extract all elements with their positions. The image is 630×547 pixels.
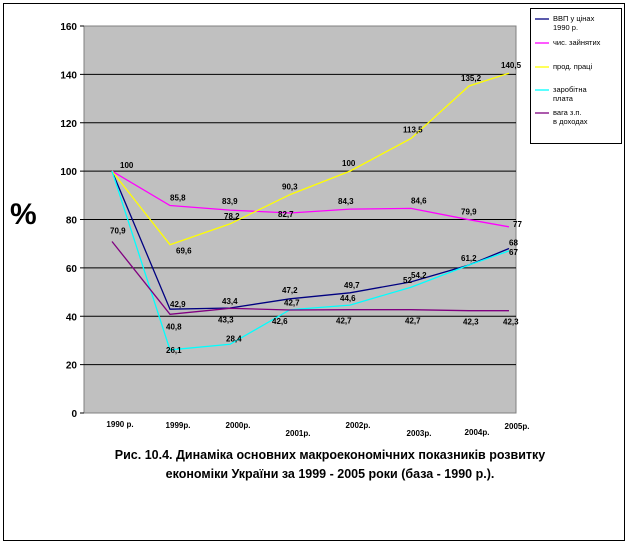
data-label: 43,3: [218, 315, 234, 324]
y-tick-label: 60: [66, 264, 78, 275]
caption-line-2: економіки України за 1999 - 2005 роки (б…: [165, 467, 495, 481]
data-label: 69,6: [176, 247, 192, 256]
data-label: 135,2: [461, 74, 482, 83]
gridlines: [84, 73, 516, 366]
series-line: [111, 241, 509, 315]
series-line: [111, 72, 510, 246]
data-label: 79,9: [461, 208, 477, 217]
data-label: 42,6: [272, 317, 288, 326]
data-label: 42,7: [336, 317, 352, 326]
x-tick-label: 2003р.: [407, 429, 432, 438]
legend-label: ВВП у цінах 1990 р.: [553, 14, 595, 32]
series-line: [111, 170, 510, 351]
data-label: 42,3: [503, 318, 519, 327]
x-tick-label: 1990 р.: [106, 420, 133, 429]
figure-frame: [3, 3, 625, 541]
data-label: 49,7: [344, 281, 360, 290]
data-label: 61,2: [461, 254, 477, 263]
data-label: 43,4: [222, 297, 238, 306]
y-tick-label: 40: [66, 312, 78, 323]
line-chart: 0 20 40 60 80 100 120 140 160 1990 р. 1999р. 2000р…: [60, 22, 529, 438]
data-label: 52: [403, 276, 412, 285]
data-label: 44,6: [340, 294, 356, 303]
y-tick-label: 20: [66, 361, 78, 372]
data-label: 42,7: [284, 299, 300, 308]
data-label: 100: [120, 161, 134, 170]
data-label: 90,3: [282, 183, 298, 192]
x-tick-label: 2001р.: [286, 429, 311, 438]
x-tick-label: 2000р.: [226, 421, 251, 430]
y-axis: 0 20 40 60 80 100 120 140 160: [60, 22, 84, 420]
legend-label: заробітна плата: [553, 85, 587, 103]
data-label: 54,2: [411, 271, 427, 280]
data-label: 42,9: [170, 300, 186, 309]
data-label: 42,7: [405, 317, 421, 326]
legend-label: вага з.п. в доходах: [553, 108, 588, 126]
legend: ВВП у цінах 1990 р. чис. зайнятих прод. пра…: [530, 8, 622, 144]
data-label: 84,6: [411, 196, 427, 205]
y-axis-label: %: [10, 198, 37, 231]
data-label: 68: [509, 239, 518, 248]
y-tick-label: 0: [71, 409, 77, 420]
caption-line-1: Рис. 10.4. Динаміка основних макроеконом…: [114, 448, 546, 462]
data-label: 42,3: [463, 318, 479, 327]
y-tick-label: 120: [60, 119, 77, 130]
y-tick-label: 100: [60, 167, 77, 178]
data-label: 113,5: [403, 125, 423, 134]
data-label: 70,9: [110, 227, 126, 236]
x-tick-label: 2004р.: [465, 428, 490, 437]
y-tick-label: 80: [66, 216, 78, 227]
x-axis: 1990 р. 1999р. 2000р. 2001р. 2002р. 2003р. 200…: [106, 420, 529, 438]
data-label: 40,8: [166, 322, 182, 331]
data-label: 28,4: [226, 334, 242, 343]
data-label: 47,2: [282, 286, 298, 295]
y-tick-label: 140: [60, 70, 77, 81]
data-label: 84,3: [338, 197, 354, 206]
x-tick-label: 2005р.: [505, 422, 530, 431]
x-tick-label: 2002р.: [346, 421, 371, 430]
series-lines: [111, 72, 510, 351]
series-line: [111, 170, 510, 228]
data-label: 67: [509, 248, 518, 257]
data-label: 85,8: [170, 193, 186, 202]
series-line: [111, 170, 510, 310]
data-label: 100: [342, 159, 356, 168]
data-label: 83,9: [222, 197, 238, 206]
data-label: 140,5: [501, 61, 522, 70]
data-label: 77: [513, 220, 522, 229]
data-label: 26,1: [166, 346, 182, 355]
legend-label: чис. зайнятих: [553, 38, 601, 47]
data-label: 78,2: [224, 212, 240, 221]
data-label: 82,7: [278, 210, 294, 219]
data-labels: 42,9 43,4 47,2 49,7 54,2 61,2 68 100 85,8 83,9 82,…: [110, 61, 522, 355]
legend-label: прод. праці: [553, 62, 592, 71]
y-tick-label: 160: [60, 22, 77, 33]
figure-caption: Рис. 10.4. Динаміка основних макроеконом…: [40, 446, 620, 484]
x-tick-label: 1999р.: [166, 421, 191, 430]
